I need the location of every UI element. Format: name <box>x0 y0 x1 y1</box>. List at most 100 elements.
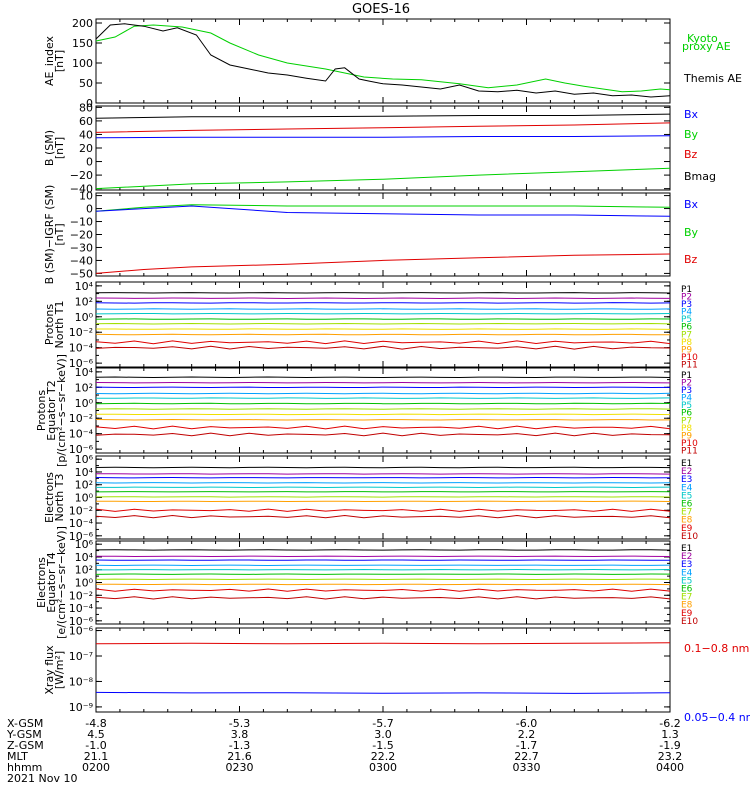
legend-label: E7 <box>681 593 692 603</box>
legend-label: P2 <box>681 293 692 303</box>
legend-label: Bz <box>684 253 698 266</box>
x-row-value: 22.2 <box>371 750 396 763</box>
x-row-value: 23.2 <box>658 750 683 763</box>
legend-label: E9 <box>681 609 693 619</box>
legend-label: E5 <box>681 576 692 586</box>
legend-label: P7 <box>681 416 692 426</box>
x-row-value: -1.5 <box>372 739 393 752</box>
y-tick-label: 10⁻⁶ <box>69 530 94 543</box>
channel-line <box>95 514 671 519</box>
legend-label: P3 <box>681 386 692 396</box>
x-row-value: 22.7 <box>514 750 539 763</box>
legend-label: E3 <box>681 560 692 570</box>
legend-label: P8 <box>681 424 692 434</box>
panel-frame <box>95 367 671 454</box>
x-row-value: 0300 <box>369 761 397 774</box>
series-line <box>95 23 671 98</box>
legend-label: E3 <box>681 475 692 485</box>
y-tick-label: 10² <box>75 381 93 394</box>
channel-line <box>96 413 671 416</box>
legend-label: E5 <box>681 491 692 501</box>
x-row-value: 3.0 <box>374 728 392 741</box>
y-tick-label: 10⁴ <box>75 366 94 379</box>
y-axis-label: [e/(cm²−s−sr−keV)] <box>55 526 68 639</box>
legend-label: P9 <box>681 345 692 355</box>
legend-label: E4 <box>681 483 693 493</box>
legend-label: E10 <box>681 617 698 627</box>
x-row-value: -1.9 <box>659 739 680 752</box>
x-row-label: Z-GSM <box>7 739 44 752</box>
y-tick-label: 10⁴ <box>75 466 94 479</box>
legend-label: P10 <box>681 353 698 363</box>
y-tick-label: 10⁻⁶ <box>69 443 94 456</box>
legend-label: Bx <box>684 198 699 211</box>
y-tick-label: 20 <box>79 142 93 155</box>
x-axis-table: X-GSM -4.8 -5.3 -5.7 -6.0 -6.2 Y-GSM 4.5 3.8 3.0 2… <box>6 717 684 785</box>
x-row-value: -5.3 <box>229 717 250 730</box>
x-row-label: MLT <box>7 750 28 763</box>
x-row-value: 4.5 <box>87 728 105 741</box>
channel-line <box>95 508 671 512</box>
legend-label: E6 <box>681 585 693 595</box>
y-axis-label: AE_index <box>43 35 56 86</box>
y-tick-label: −20 <box>70 169 93 182</box>
legend-label: P4 <box>681 394 692 404</box>
x-row-value: 2.2 <box>518 728 536 741</box>
y-tick-label: −30 <box>70 241 93 254</box>
legend-label: E8 <box>681 516 693 526</box>
legend-label: Bx <box>684 108 699 121</box>
y-axis-label: Equator T2 <box>45 380 58 440</box>
channel-line <box>95 322 671 325</box>
y-tick-label: 10⁰ <box>75 492 94 505</box>
legend-label: E4 <box>681 568 693 578</box>
legend-label: Kyoto <box>687 32 718 45</box>
y-tick-label: 0 <box>86 97 93 110</box>
legend-label: P1 <box>681 285 692 295</box>
y-axis-label: [nT] <box>53 137 66 159</box>
y-tick-label: 10⁻² <box>69 412 93 425</box>
y-tick-label: 10⁴ <box>75 280 94 293</box>
series-line <box>95 204 671 212</box>
y-tick-label: 10⁻² <box>69 326 93 339</box>
y-axis-label: [nT] <box>53 50 66 72</box>
legend-label: proxy AE <box>682 40 731 53</box>
legend-label: P5 <box>681 315 692 325</box>
series-line <box>95 691 671 694</box>
legend-label: P7 <box>681 330 692 340</box>
y-tick-label: 10⁶ <box>75 538 94 551</box>
x-row-value: -6.2 <box>659 717 680 730</box>
channel-line <box>95 302 671 304</box>
x-row-value: 21.6 <box>227 750 252 763</box>
legend-label: E8 <box>681 601 693 611</box>
legend-label: P8 <box>681 338 692 348</box>
y-axis-label: B (SM)−IGRF (SM) <box>43 185 56 285</box>
y-tick-label: 10⁻⁶ <box>69 357 94 370</box>
legend-label: P2 <box>681 379 692 389</box>
y-axis-label: Electrons <box>35 557 48 608</box>
legend-label: P6 <box>681 323 692 333</box>
y-tick-label: 40 <box>79 128 93 141</box>
legend-label: Bmag <box>684 170 716 183</box>
channel-line <box>95 308 671 310</box>
panel-xray: 10⁻⁶ 10⁻⁷ 10⁻⁸ 10⁻⁹ Xray flux[W/m²] 0.1−0.8 n… <box>43 625 750 724</box>
legend-label: P11 <box>681 360 698 370</box>
y-tick-label: 60 <box>79 115 93 128</box>
series-line <box>95 253 671 274</box>
x-row-value: 0200 <box>82 761 110 774</box>
channel-line <box>96 397 671 399</box>
y-tick-label: 200 <box>72 17 93 30</box>
legend-label: P11 <box>681 446 698 456</box>
channel-line <box>95 345 671 350</box>
x-row-label: Y-GSM <box>6 728 42 741</box>
y-axis-label: North T1 <box>53 301 66 349</box>
legend-label: Themis AE <box>683 72 742 85</box>
channel-line <box>95 588 671 592</box>
series-line <box>95 135 671 139</box>
x-row-value: 0400 <box>656 761 684 774</box>
plot-title: GOES-16 <box>352 2 410 17</box>
x-row-label: X-GSM <box>7 717 43 730</box>
x-row-value: -1.0 <box>85 739 106 752</box>
